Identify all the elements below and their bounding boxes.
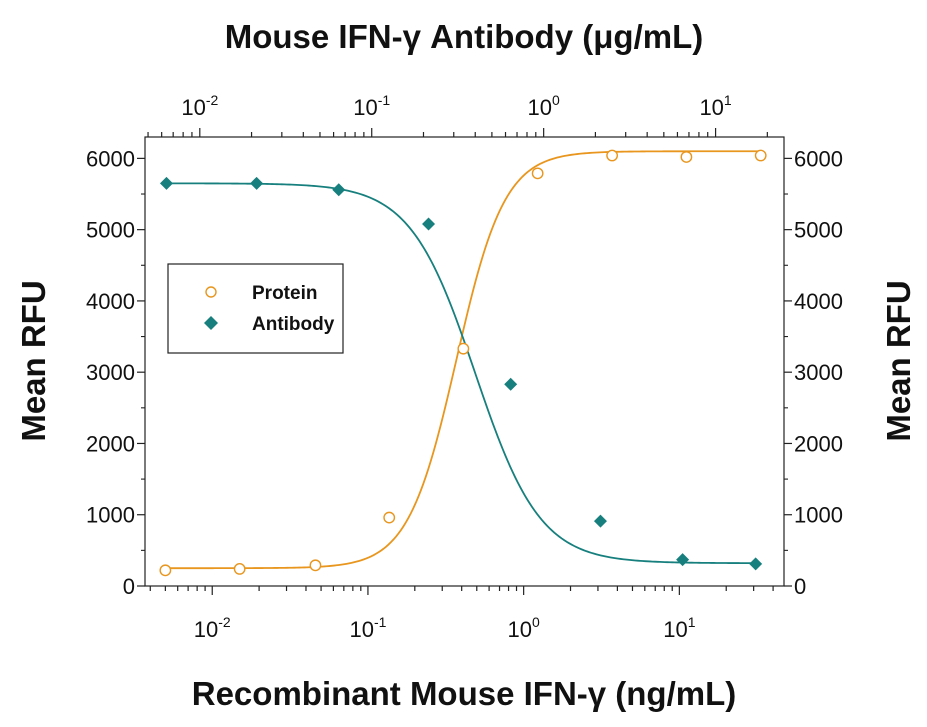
top-tick-label-base: 10 — [181, 95, 205, 120]
top-tick-label-exponent: -2 — [206, 92, 219, 108]
left-y-tick-label: 2000 — [86, 431, 135, 456]
bottom-tick-label-base: 10 — [508, 617, 532, 642]
legend-antibody-marker — [204, 316, 218, 330]
data-point-antibody — [504, 377, 518, 391]
legend-box — [167, 263, 344, 354]
data-point-protein — [309, 559, 322, 572]
fit-curve-protein — [165, 150, 761, 570]
left-y-tick-label: 6000 — [86, 146, 135, 171]
right-y-tick-label: 4000 — [794, 289, 843, 314]
data-point-antibody — [749, 557, 763, 571]
bottom-tick-label: 10-2 — [194, 614, 231, 642]
top-tick-label-base: 10 — [699, 95, 723, 120]
left-y-tick-label: 4000 — [86, 289, 135, 314]
top-tick-label-exponent: 1 — [724, 92, 732, 108]
data-point-antibody — [159, 176, 173, 190]
data-points — [159, 149, 767, 577]
legend-protein-label: Protein — [252, 283, 317, 304]
bottom-tick-label-exponent: 0 — [532, 614, 540, 630]
bottom-tick-label-exponent: -1 — [374, 614, 387, 630]
data-point-protein — [159, 564, 172, 577]
data-point-antibody — [422, 217, 436, 231]
right-y-tick-label: 5000 — [794, 218, 843, 243]
fit-curves — [165, 150, 761, 570]
left-y-tick-label: 5000 — [86, 218, 135, 243]
data-point-protein — [680, 151, 693, 163]
bottom-tick-label-base: 10 — [663, 617, 687, 642]
top-tick-label: 10-2 — [181, 92, 218, 120]
top-tick-label-base: 10 — [528, 95, 552, 120]
right-y-tick-label: 0 — [794, 574, 806, 599]
data-point-protein — [457, 342, 470, 355]
plot-area-frame — [144, 136, 785, 587]
legend-antibody-label: Antibody — [252, 314, 335, 335]
top-tick-label: 101 — [699, 92, 731, 120]
left-y-tick-label: 1000 — [86, 503, 135, 528]
bottom-tick-label-base: 10 — [194, 617, 218, 642]
top-tick-label: 10-1 — [353, 92, 390, 120]
bottom-tick-label: 10-1 — [349, 614, 386, 642]
data-point-protein — [383, 511, 396, 524]
left-y-tick-label: 3000 — [86, 360, 135, 385]
top-tick-label: 100 — [528, 92, 560, 120]
data-point-protein — [754, 149, 767, 162]
legend-protein-marker — [205, 286, 217, 298]
bottom-tick-label-base: 10 — [349, 617, 373, 642]
left-y-tick-label: 0 — [123, 574, 135, 599]
top-tick-label-exponent: 0 — [552, 92, 560, 108]
right-y-tick-label: 1000 — [794, 503, 843, 528]
data-point-protein — [531, 167, 544, 180]
data-point-antibody — [676, 553, 690, 567]
data-point-antibody — [332, 183, 346, 197]
data-point-antibody — [593, 514, 607, 528]
bottom-tick-label-exponent: -2 — [218, 614, 231, 630]
bottom-tick-label: 101 — [663, 614, 695, 642]
bottom-tick-label-exponent: 1 — [688, 614, 696, 630]
data-point-protein — [233, 562, 246, 575]
right-y-tick-label: 3000 — [794, 360, 843, 385]
legend: Protein Antibody — [167, 263, 344, 354]
data-point-protein — [606, 149, 619, 162]
data-point-antibody — [250, 176, 264, 190]
x-axis-bottom-title: Recombinant Mouse IFN-γ (ng/mL) — [192, 675, 737, 712]
bottom-tick-label: 100 — [508, 614, 540, 642]
y-axis-left-title: Mean RFU — [15, 280, 52, 441]
x-axis-top-title: Mouse IFN-γ Antibody (μg/mL) — [225, 18, 703, 55]
right-y-tick-label: 6000 — [794, 146, 843, 171]
right-y-tick-label: 2000 — [794, 431, 843, 456]
y-axis-right-title: Mean RFU — [880, 280, 917, 441]
fit-curve-antibody — [166, 182, 756, 565]
top-tick-label-exponent: -1 — [378, 92, 391, 108]
tick-marks — [137, 128, 792, 595]
top-tick-label-base: 10 — [353, 95, 377, 120]
